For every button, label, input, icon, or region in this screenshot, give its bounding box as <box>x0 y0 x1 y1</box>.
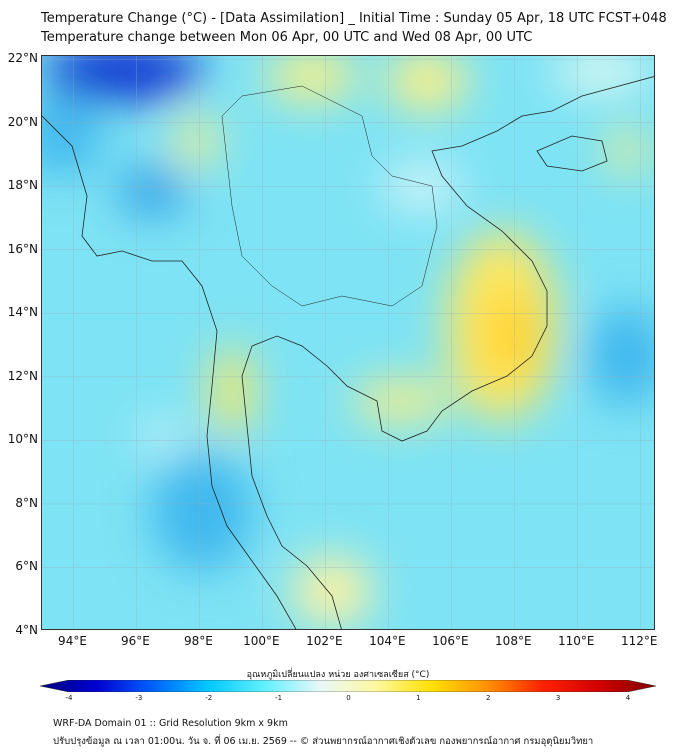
colorbar-tick: 4 <box>625 694 631 702</box>
lon-label: 102°E <box>306 634 343 648</box>
lat-label: 20°N <box>7 114 38 129</box>
lat-label: 16°N <box>7 241 38 256</box>
footer-credits: ปรับปรุงข้อมูล ณ เวลา 01:00น. วัน จ. ที่… <box>53 736 594 747</box>
colorbar-tick: 1 <box>416 694 421 702</box>
lon-label: 106°E <box>432 634 469 648</box>
lon-label: 112°E <box>621 634 658 648</box>
lat-label: 4°N <box>15 623 38 637</box>
colorbar-tick: -4 <box>65 694 73 702</box>
lat-label: 8°N <box>15 495 38 510</box>
colorbar-tick: 2 <box>486 694 491 702</box>
lat-label: 14°N <box>7 305 38 320</box>
lon-label: 94°E <box>58 634 87 648</box>
colorbar-tick: 0 <box>346 694 351 702</box>
footer-model-info: WRF-DA Domain 01 :: Grid Resolution 9km … <box>53 718 288 729</box>
lat-label: 12°N <box>7 368 38 383</box>
temperature-change-map <box>41 55 655 630</box>
lon-label: 100°E <box>243 634 280 648</box>
lat-label: 6°N <box>15 559 38 574</box>
chart-subtitle: Temperature change between Mon 06 Apr, 0… <box>41 30 533 45</box>
colorbar <box>40 680 656 692</box>
lon-label: 110°E <box>558 634 595 648</box>
temperature-field <box>42 56 654 626</box>
lon-label: 104°E <box>369 634 406 648</box>
lon-label: 108°E <box>495 634 532 648</box>
graticule <box>42 56 654 629</box>
lat-label: 22°N <box>7 51 38 66</box>
colorbar-title: อุณหภูมิเปลี่ยนแปลง หน่วย องศาเซลเซียส (… <box>246 670 430 680</box>
colorbar-tick: 3 <box>555 694 561 702</box>
colorbar-tick: -3 <box>135 694 143 702</box>
chart-title: Temperature Change (°C) - [Data Assimila… <box>41 11 667 26</box>
colorbar-tick: -1 <box>275 694 283 702</box>
lat-label: 10°N <box>7 432 38 447</box>
colorbar-tick: -2 <box>205 694 213 702</box>
lat-label: 18°N <box>7 178 38 193</box>
coastlines <box>42 76 654 629</box>
lon-label: 96°E <box>121 634 150 648</box>
lon-label: 98°E <box>183 634 213 648</box>
